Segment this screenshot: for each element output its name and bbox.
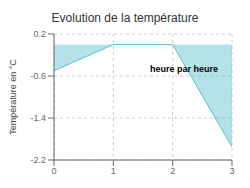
svg-text:0: 0 [51, 166, 56, 176]
html-text:heure par heure: heure par heure [149, 64, 218, 75]
svg-text:-2.2: -2.2 [30, 155, 46, 165]
html-text:Evolution de la température: Evolution de la température [51, 11, 199, 25]
svg-text:Température en °C: Température en °C [8, 59, 18, 135]
svg-text:2: 2 [170, 166, 175, 176]
svg-text:0.2: 0.2 [33, 29, 46, 39]
svg-text:-0.6: -0.6 [30, 71, 46, 81]
svg-text:1: 1 [111, 166, 116, 176]
svg-text:-1.4: -1.4 [30, 113, 46, 123]
svg-text:3: 3 [229, 166, 234, 176]
